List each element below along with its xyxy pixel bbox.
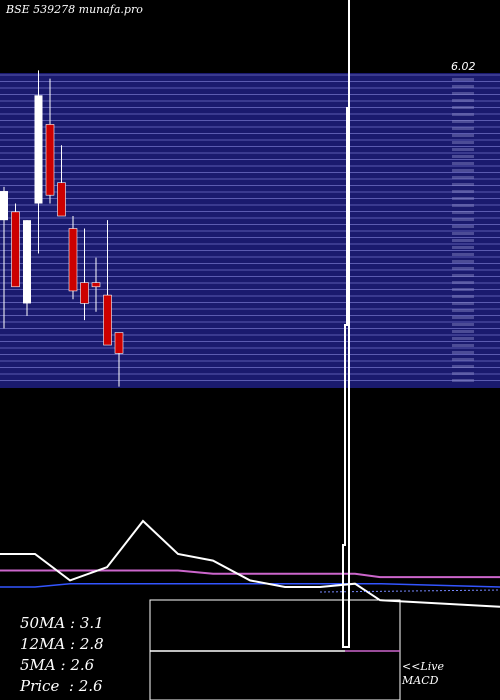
candle-down [80,282,89,304]
stat-label: 50MA [20,614,66,632]
price-axis-tick [452,78,474,81]
price-axis-tick [452,190,474,193]
price-axis-tick [452,267,474,270]
price-axis-tick [452,134,474,137]
stat-value: 2.6 [70,656,95,674]
price-axis-tick [452,197,474,200]
stat-price: Price : 2.6 [20,677,103,695]
candle-down [68,228,78,292]
price-axis-tick [452,141,474,144]
price-band [0,73,500,388]
price-axis-tick [452,323,474,326]
candle-down [57,182,66,217]
live-macd-link[interactable]: <<Live [402,660,444,673]
price-axis-tick [452,99,474,102]
price-axis-tick [452,148,474,151]
price-axis-tick [452,120,474,123]
price-axis-tick [452,85,474,88]
price-axis-tick [452,127,474,130]
price-axis-tick [452,351,474,354]
stat-value: 2.8 [79,635,104,653]
ma-line-purple [0,569,500,579]
price-axis-tick [452,316,474,319]
price-axis-tick [452,239,474,242]
price-axis-tick [452,365,474,368]
price-axis-tick [452,183,474,186]
price-axis-tick [452,176,474,179]
price-axis-tick [452,218,474,221]
stat-label: 12MA [20,635,66,653]
candle-down [11,211,20,288]
candle-down [45,124,55,196]
price-axis-tick [452,288,474,291]
price-axis-tick [452,358,474,361]
price-axis-tick [452,274,474,277]
price-axis-tick [452,260,474,263]
stat-value: 3.1 [79,614,104,632]
stat-12ma: 12MA : 2.8 [20,635,104,653]
price-axis-tick [452,372,474,375]
macd-label: MACD [402,674,439,687]
price-axis-tick [452,379,474,382]
stat-label: Price [20,677,65,695]
ma-line-dotted [319,589,500,593]
macd-box [149,599,401,700]
ma-line-blue [0,582,500,588]
candle-up [23,220,31,304]
price-axis-tick [452,162,474,165]
price-axis-tick [452,344,474,347]
ma-line-white [0,519,500,608]
price-axis-tick [452,295,474,298]
price-axis-tick [452,281,474,284]
price-axis-tick [452,204,474,207]
price-axis-tick [452,155,474,158]
candle-up [0,191,8,221]
stat-50ma: 50MA : 3.1 [20,614,104,632]
price-axis-tick [452,302,474,305]
candle-down [114,332,124,354]
price-axis-tick [452,232,474,235]
volume-line [342,0,350,648]
price-axis-tick [452,92,474,95]
price-axis-tick [452,225,474,228]
stat-label: 5MA [20,656,56,674]
price-axis-tick [452,246,474,249]
candle-up [34,95,43,204]
chart-header-title: BSE 539278 munafa.pro [6,3,143,16]
price-axis-tick [452,337,474,340]
stat-value: 2.6 [78,677,103,695]
volume-spike-line [342,0,350,648]
price-axis-tick [452,253,474,256]
candle-down [103,294,112,346]
price-axis-tick [452,113,474,116]
price-axis-tick [452,309,474,312]
candle-down [91,282,101,288]
macd-panel [149,599,401,700]
stat-5ma: 5MA : 2.6 [20,656,95,674]
candles-group [0,70,124,387]
price-axis-tick [452,169,474,172]
price-axis-tick [452,211,474,214]
price-axis-top-label: 6.02 [451,60,476,73]
price-axis-tick [452,106,474,109]
price-axis-tick [452,330,474,333]
moving-averages [0,519,500,608]
